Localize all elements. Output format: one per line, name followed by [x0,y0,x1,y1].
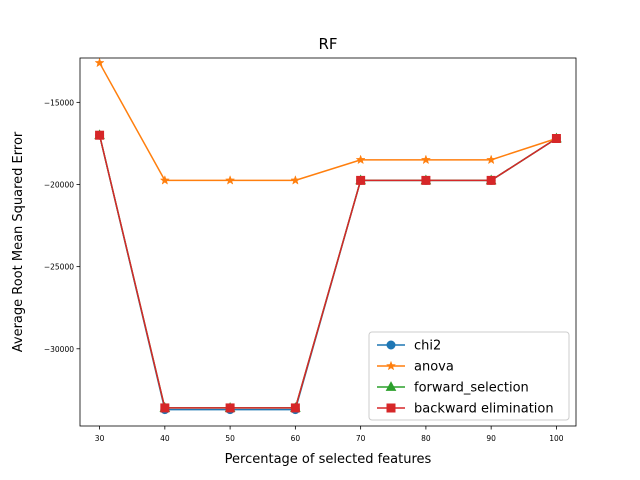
data-point [551,134,561,143]
legend-marker [385,381,397,391]
legend-entry: chi2 [377,339,441,354]
legend-marker [386,340,396,350]
x-tick-label: 60 [291,434,301,443]
data-point [290,403,300,413]
x-tick-label: 50 [225,434,235,443]
chart-title: RF [318,35,337,53]
series-backward-elimination [95,130,561,413]
x-tick-label: 90 [486,434,496,443]
legend-label: anova [414,360,454,375]
y-tick-label: −25000 [44,263,74,272]
legend-label: backward elimination [414,402,554,417]
data-point [290,175,301,185]
x-tick-label: 40 [160,434,170,443]
legend-label: chi2 [414,339,441,354]
data-point [159,175,170,185]
plot-area [94,57,562,415]
data-point [160,403,170,413]
data-point [355,154,366,165]
y-tick-label: −20000 [44,181,74,190]
data-point [95,130,105,140]
data-point [486,154,497,165]
x-tick-label: 100 [549,434,564,443]
data-point [356,175,366,185]
x-tick-label: 80 [421,434,431,443]
legend-entry: forward_selection [377,381,529,396]
x-axis-label: Percentage of selected features [225,452,432,467]
legend-entry: anova [377,360,454,375]
legend-entry: backward elimination [377,402,554,417]
legend-label: forward_selection [414,381,529,396]
legend-box [368,331,570,421]
legend: chi2 anova forward_selection backward elimi… [368,331,570,421]
y-tick-label: −30000 [44,345,74,354]
plot-frame [79,57,577,427]
x-tick-label: 30 [95,434,105,443]
y-tick-label: −15000 [44,98,74,107]
x-tick-label: 70 [356,434,366,443]
series-line [98,135,557,409]
legend-marker [386,403,396,413]
data-point [225,403,235,413]
series-line [98,62,557,182]
data-point [225,175,236,185]
y-axis-label: Average Root Mean Squared Error [11,131,26,352]
axes: 30 40 50 60 70 80 90 100 −30000 −25000 −20000 −1500… [44,57,577,443]
data-point [421,175,431,185]
data-point [420,154,431,165]
data-point [486,175,496,185]
legend-marker [385,360,397,371]
data-point [94,57,105,68]
